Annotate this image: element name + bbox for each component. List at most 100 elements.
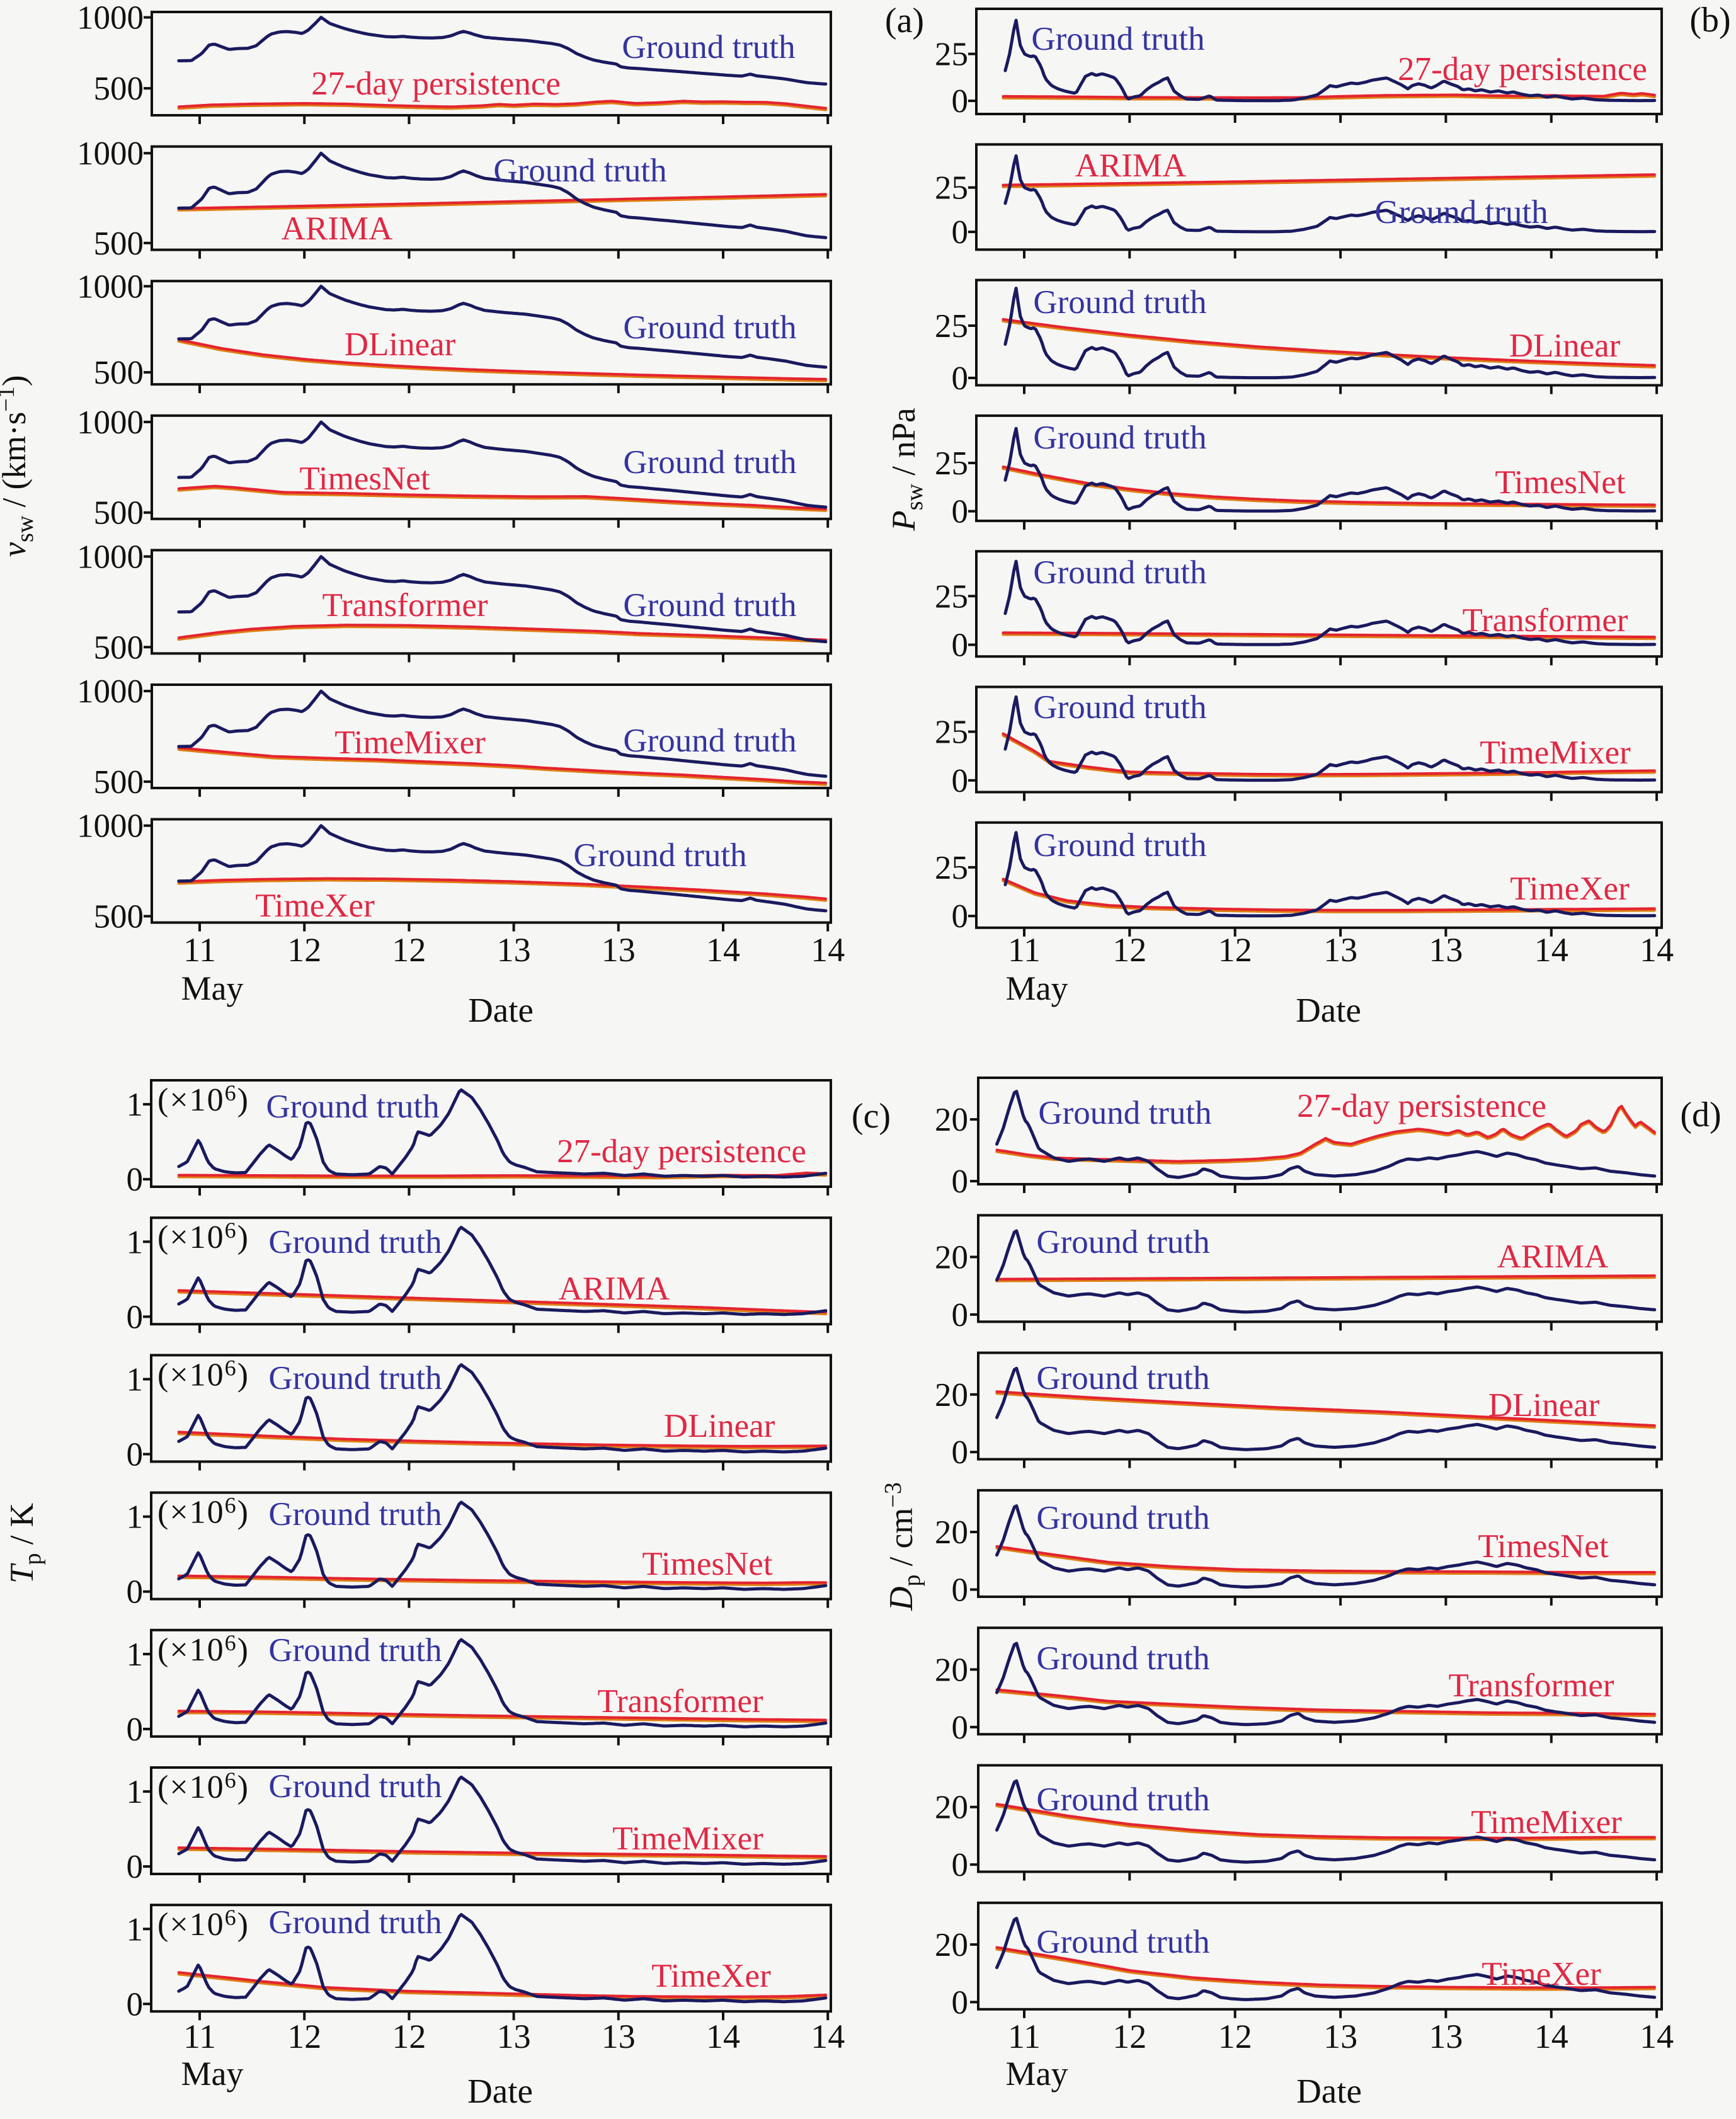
svg-text:TimeXer: TimeXer — [1482, 1956, 1601, 1992]
svg-text:500: 500 — [94, 71, 144, 107]
svg-text:ARIMA: ARIMA — [282, 210, 393, 247]
svg-text:0: 0 — [952, 83, 969, 120]
svg-text:0: 0 — [127, 1299, 144, 1335]
svg-text:25: 25 — [935, 308, 968, 345]
svg-text:500: 500 — [94, 899, 144, 935]
svg-text:0: 0 — [952, 627, 969, 664]
svg-text:vsw / (km·s−1): vsw / (km·s−1) — [0, 375, 38, 557]
svg-text:TimeXer: TimeXer — [255, 888, 375, 924]
svg-text:20: 20 — [935, 1377, 968, 1414]
svg-text:0: 0 — [952, 1572, 969, 1609]
svg-text:0: 0 — [952, 214, 969, 251]
svg-text:Transformer: Transformer — [597, 1683, 763, 1720]
svg-text:1: 1 — [127, 1362, 144, 1398]
svg-text:1: 1 — [127, 1224, 144, 1260]
svg-text:(×106): (×106) — [157, 1493, 249, 1531]
svg-text:1000: 1000 — [77, 0, 144, 37]
svg-text:Psw / nPa: Psw / nPa — [886, 408, 928, 531]
svg-text:ARIMA: ARIMA — [559, 1271, 670, 1307]
svg-text:14: 14 — [811, 2018, 845, 2055]
svg-text:Date: Date — [468, 991, 534, 1029]
svg-text:(a): (a) — [885, 1, 924, 40]
svg-text:12: 12 — [392, 2018, 426, 2055]
svg-text:0: 0 — [952, 1710, 969, 1746]
svg-text:0: 0 — [127, 1437, 144, 1473]
svg-text:13: 13 — [1429, 931, 1463, 969]
svg-text:11: 11 — [183, 931, 216, 969]
svg-text:Ground truth: Ground truth — [1031, 21, 1204, 57]
svg-text:25: 25 — [935, 714, 968, 751]
svg-text:Ground truth: Ground truth — [1033, 420, 1206, 456]
svg-text:0: 0 — [127, 1162, 144, 1198]
svg-text:Ground truth: Ground truth — [1033, 284, 1206, 321]
svg-text:Ground truth: Ground truth — [623, 587, 796, 624]
svg-text:27-day persistence: 27-day persistence — [1398, 51, 1647, 88]
svg-text:Date: Date — [1296, 2072, 1362, 2110]
svg-text:13: 13 — [1429, 2018, 1463, 2055]
svg-text:TimesNet: TimesNet — [1495, 464, 1625, 501]
svg-text:500: 500 — [94, 355, 144, 391]
svg-text:0: 0 — [127, 1574, 144, 1611]
svg-text:Ground truth: Ground truth — [1374, 194, 1548, 231]
svg-text:DLinear: DLinear — [345, 326, 456, 363]
svg-text:12: 12 — [392, 931, 426, 969]
svg-text:Ground truth: Ground truth — [268, 1360, 442, 1396]
svg-text:0: 0 — [127, 1849, 144, 1885]
svg-text:14: 14 — [706, 2018, 740, 2055]
svg-text:14: 14 — [1534, 931, 1568, 969]
svg-text:27-day persistence: 27-day persistence — [311, 66, 561, 102]
svg-text:May: May — [181, 2055, 244, 2093]
svg-text:13: 13 — [602, 931, 636, 969]
svg-text:Date: Date — [467, 2072, 533, 2110]
svg-text:20: 20 — [935, 1652, 968, 1688]
svg-text:Ground truth: Ground truth — [268, 1496, 442, 1533]
svg-text:TimeXer: TimeXer — [651, 1958, 771, 1994]
svg-text:Ground truth: Ground truth — [1036, 1224, 1209, 1260]
svg-text:27-day persistence: 27-day persistence — [1297, 1088, 1546, 1124]
svg-text:Ground truth: Ground truth — [268, 1904, 442, 1941]
svg-text:14: 14 — [706, 931, 740, 969]
svg-text:20: 20 — [935, 1927, 968, 1963]
svg-text:Transformer: Transformer — [322, 587, 488, 624]
svg-text:500: 500 — [94, 495, 144, 532]
svg-text:TimeMixer: TimeMixer — [334, 724, 486, 761]
svg-text:Transformer: Transformer — [1448, 1667, 1614, 1704]
svg-text:11: 11 — [183, 2018, 216, 2055]
svg-text:1: 1 — [127, 1087, 144, 1123]
svg-text:1000: 1000 — [77, 135, 144, 172]
svg-text:TimeMixer: TimeMixer — [612, 1820, 763, 1857]
svg-text:Ground truth: Ground truth — [622, 29, 795, 66]
svg-text:12: 12 — [1218, 931, 1252, 969]
svg-text:(b): (b) — [1689, 1, 1730, 40]
svg-text:25: 25 — [935, 578, 968, 615]
svg-text:TimeMixer: TimeMixer — [1471, 1804, 1622, 1841]
svg-text:Ground truth: Ground truth — [623, 444, 796, 481]
svg-text:1000: 1000 — [77, 539, 144, 576]
svg-text:0: 0 — [127, 1986, 144, 2023]
svg-text:27-day persistence: 27-day persistence — [557, 1133, 806, 1170]
svg-text:14: 14 — [1534, 2018, 1568, 2055]
svg-text:(d): (d) — [1680, 1095, 1721, 1134]
svg-text:DLinear: DLinear — [664, 1408, 775, 1444]
svg-text:14: 14 — [1640, 2018, 1674, 2055]
svg-text:0: 0 — [952, 898, 969, 935]
svg-text:11: 11 — [1008, 2018, 1041, 2055]
svg-text:20: 20 — [935, 1102, 968, 1138]
svg-text:TimesNet: TimesNet — [642, 1546, 772, 1582]
svg-text:14: 14 — [811, 931, 845, 969]
svg-text:Tp / K: Tp / K — [4, 1503, 46, 1584]
svg-text:12: 12 — [287, 931, 321, 969]
svg-text:Ground truth: Ground truth — [1036, 1640, 1209, 1677]
svg-text:500: 500 — [94, 226, 144, 262]
svg-text:0: 0 — [952, 1163, 969, 1200]
svg-text:1: 1 — [127, 1636, 144, 1673]
svg-text:TimesNet: TimesNet — [1478, 1528, 1608, 1565]
svg-text:25: 25 — [935, 37, 968, 73]
svg-text:12: 12 — [1218, 2018, 1252, 2055]
svg-text:TimeMixer: TimeMixer — [1480, 734, 1631, 771]
svg-text:Dp / cm−3: Dp / cm−3 — [880, 1482, 925, 1611]
svg-text:1: 1 — [127, 1774, 144, 1810]
svg-text:Ground truth: Ground truth — [573, 837, 746, 874]
svg-text:Ground truth: Ground truth — [1033, 554, 1206, 591]
svg-text:0: 0 — [952, 1297, 969, 1334]
